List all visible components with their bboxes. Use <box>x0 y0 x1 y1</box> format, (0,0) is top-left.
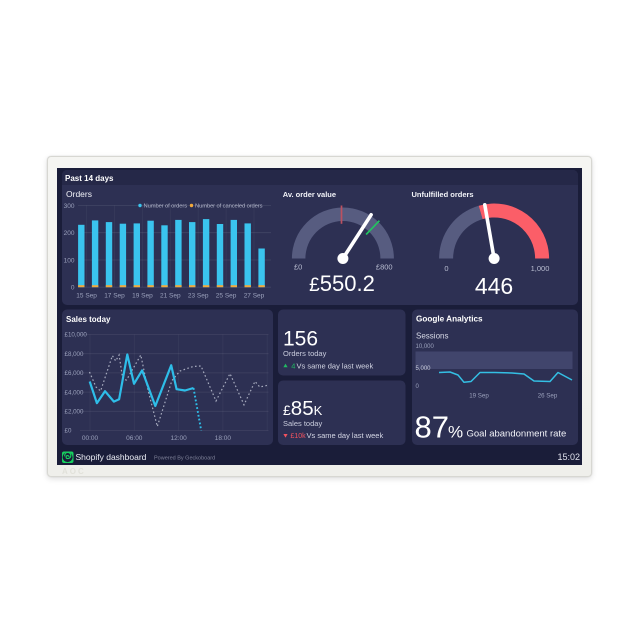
svg-text:Shopify dashboard: Shopify dashboard <box>76 452 147 462</box>
svg-text:27 Sep: 27 Sep <box>244 293 265 300</box>
svg-text:00:00: 00:00 <box>82 435 99 442</box>
svg-text:£0: £0 <box>294 263 302 272</box>
svg-text:£0: £0 <box>65 428 72 435</box>
svg-text:87: 87 <box>415 410 449 445</box>
svg-text:4: 4 <box>291 361 295 370</box>
svg-text:Orders today: Orders today <box>283 349 327 358</box>
svg-text:Number of orders: Number of orders <box>144 204 188 210</box>
svg-text:Number of canceled orders: Number of canceled orders <box>195 204 263 210</box>
svg-text:£6,000: £6,000 <box>65 370 84 377</box>
svg-text:Google Analytics: Google Analytics <box>416 315 483 324</box>
svg-text:25 Sep: 25 Sep <box>216 293 237 300</box>
svg-text:Sales today: Sales today <box>66 315 111 324</box>
svg-text:21 Sep: 21 Sep <box>160 293 181 300</box>
svg-text:Vs same day last week: Vs same day last week <box>297 361 374 370</box>
svg-text:Orders: Orders <box>66 189 92 199</box>
svg-text:12:00: 12:00 <box>170 435 187 442</box>
svg-text:15:02: 15:02 <box>557 452 580 462</box>
svg-text:300: 300 <box>64 203 75 210</box>
svg-text:£550.2: £550.2 <box>309 271 375 296</box>
svg-text:10,000: 10,000 <box>416 344 435 350</box>
svg-text:Sessions: Sessions <box>416 332 448 341</box>
svg-text:£85K: £85K <box>283 397 323 420</box>
svg-text:0: 0 <box>444 264 448 273</box>
svg-text:%: % <box>448 423 463 442</box>
svg-text:0: 0 <box>416 384 420 390</box>
svg-text:Av. order value: Av. order value <box>283 190 336 199</box>
svg-text:18:00: 18:00 <box>215 435 232 442</box>
svg-text:Unfulfilled orders: Unfulfilled orders <box>412 190 474 199</box>
svg-text:Past 14 days: Past 14 days <box>65 174 114 183</box>
svg-text:£10,000: £10,000 <box>65 332 88 339</box>
svg-text:156: 156 <box>283 328 318 351</box>
svg-text:Powered By Geckoboard: Powered By Geckoboard <box>154 455 215 461</box>
svg-text:26 Sep: 26 Sep <box>538 393 558 400</box>
svg-text:17 Sep: 17 Sep <box>104 293 125 300</box>
svg-text:£2,000: £2,000 <box>65 409 84 416</box>
svg-text:Goal abandonment rate: Goal abandonment rate <box>467 429 567 440</box>
svg-text:Sales today: Sales today <box>283 419 322 428</box>
svg-text:100: 100 <box>64 258 75 265</box>
svg-text:19 Sep: 19 Sep <box>132 293 153 300</box>
svg-text:Vs same day last week: Vs same day last week <box>307 431 384 440</box>
svg-text:£8,000: £8,000 <box>65 351 84 358</box>
svg-text:15 Sep: 15 Sep <box>76 293 97 300</box>
svg-text:200: 200 <box>64 230 75 237</box>
svg-text:446: 446 <box>475 273 513 299</box>
svg-text:5,000: 5,000 <box>416 366 432 372</box>
svg-text:£10k: £10k <box>291 433 307 440</box>
svg-text:1,000: 1,000 <box>531 264 550 273</box>
svg-text:23 Sep: 23 Sep <box>188 293 209 300</box>
svg-text:£800: £800 <box>376 263 393 272</box>
svg-text:0: 0 <box>71 285 75 292</box>
svg-text:£4,000: £4,000 <box>65 389 84 396</box>
svg-text:06:00: 06:00 <box>126 435 143 442</box>
svg-text:19 Sep: 19 Sep <box>469 393 489 400</box>
